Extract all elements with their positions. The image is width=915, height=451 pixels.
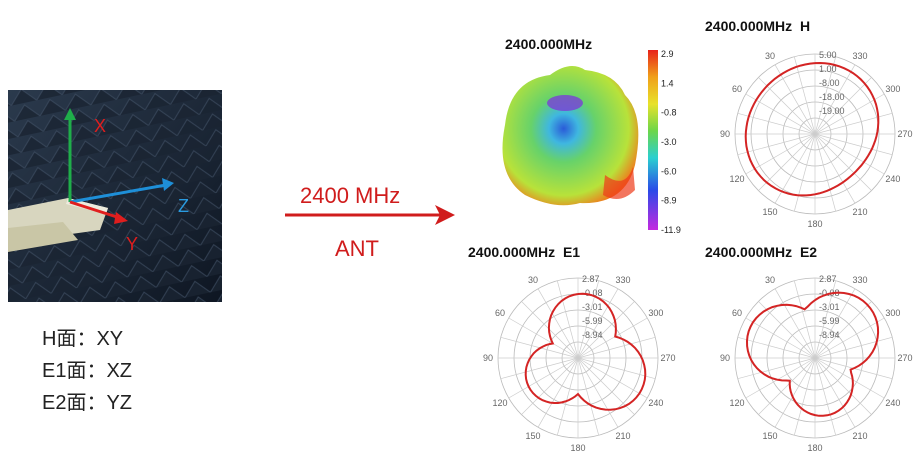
ring-label: -5.99 xyxy=(819,316,840,326)
angle-label: 240 xyxy=(648,398,663,408)
plane-e2-label: E2面：YZ xyxy=(42,392,133,414)
ring-label: -3.01 xyxy=(582,302,603,312)
angle-label: 180 xyxy=(570,443,585,451)
angle-label: 60 xyxy=(732,308,742,318)
angle-label: 90 xyxy=(483,353,493,363)
angle-label: 180 xyxy=(807,443,822,451)
polar-h-plot: 30 60 90 120 150 180 210 240 270 300 330 5.00 1.00 -8… xyxy=(715,38,915,228)
colorbar-legend: 2.9 1.4 -0.8 -3.0 -6.0 -8.9 -11.9 xyxy=(648,50,681,235)
colorbar-tick: -6.0 xyxy=(661,166,677,176)
frequency-label: 2400 MHz xyxy=(300,183,401,208)
ring-label: -0.08 xyxy=(582,288,603,298)
ring-label: 2.87 xyxy=(819,274,837,284)
ring-label: -19.00 xyxy=(819,106,845,116)
colorbar-tick: 1.4 xyxy=(661,78,674,88)
angle-label: 240 xyxy=(885,174,900,184)
angle-label: 210 xyxy=(852,207,867,217)
angle-label: 270 xyxy=(897,129,912,139)
colorbar-tick: -0.8 xyxy=(661,108,677,118)
angle-label: 120 xyxy=(493,398,508,408)
ring-label: -8.00 xyxy=(819,78,840,88)
angle-label: 300 xyxy=(885,308,900,318)
angle-label: 300 xyxy=(648,308,663,318)
angle-label: 210 xyxy=(615,431,630,441)
y-axis-label: Y xyxy=(126,234,138,254)
angle-label: 150 xyxy=(762,207,777,217)
angle-label: 90 xyxy=(720,129,730,139)
angle-label: 300 xyxy=(885,84,900,94)
antenna-setup-photo: X Z Y xyxy=(8,90,222,302)
angle-label: 330 xyxy=(615,275,630,285)
pattern-trace xyxy=(524,292,647,411)
antenna-label: ANT xyxy=(335,236,379,261)
ring-label: 5.00 xyxy=(819,50,837,60)
ring-label: -3.01 xyxy=(819,302,840,312)
colorbar-tick: -8.9 xyxy=(661,196,677,206)
colorbar-tick: -11.9 xyxy=(661,225,681,235)
polar-e1-plot: 30 60 90 120 150 180 210 240 270 300 330 2.87 -0.08 -… xyxy=(478,262,678,451)
angle-label: 270 xyxy=(897,353,912,363)
ring-label: -8.94 xyxy=(582,330,603,340)
polar-e1-title: 2400.000MHz E1 xyxy=(468,244,581,260)
angle-label: 60 xyxy=(732,84,742,94)
ring-label: 1.00 xyxy=(819,64,837,74)
angle-label: 30 xyxy=(528,275,538,285)
angle-label: 330 xyxy=(852,275,867,285)
angle-label: 30 xyxy=(765,51,775,61)
angle-label: 270 xyxy=(660,353,675,363)
ring-label: -5.99 xyxy=(582,316,603,326)
polar-e2-title: 2400.000MHz E2 xyxy=(705,244,818,260)
angle-label: 30 xyxy=(765,275,775,285)
z-axis-label: Z xyxy=(178,196,189,216)
angle-label: 90 xyxy=(720,353,730,363)
angle-label: 210 xyxy=(852,431,867,441)
angle-label: 330 xyxy=(852,51,867,61)
polar-h-title: 2400.000MHz H xyxy=(705,18,811,34)
plane-h-label: H面：XY xyxy=(42,328,124,350)
ring-label: 2.87 xyxy=(582,274,600,284)
angle-label: 240 xyxy=(885,398,900,408)
ring-label: -8.94 xyxy=(819,330,840,340)
angle-label: 120 xyxy=(730,174,745,184)
arrow-icon xyxy=(285,205,455,225)
colorbar-tick: -3.0 xyxy=(661,137,677,147)
angle-label: 60 xyxy=(495,308,505,318)
pattern-trace xyxy=(744,61,880,197)
x-axis-label: X xyxy=(94,116,106,136)
angle-label: 150 xyxy=(525,431,540,441)
angle-label: 120 xyxy=(730,398,745,408)
pattern-trace xyxy=(745,291,880,417)
ring-label: -18.00 xyxy=(819,92,845,102)
pattern-3d-title: 2400.000MHz xyxy=(505,36,593,52)
angle-label: 150 xyxy=(762,431,777,441)
plane-e1-label: E1面：XZ xyxy=(42,360,133,382)
pattern-3d-plot xyxy=(502,66,639,206)
colorbar-tick: 2.9 xyxy=(661,50,674,59)
polar-e2-plot: 3060901201501802102402703003302.87-0.08-… xyxy=(715,262,915,451)
angle-label: 180 xyxy=(807,219,822,228)
